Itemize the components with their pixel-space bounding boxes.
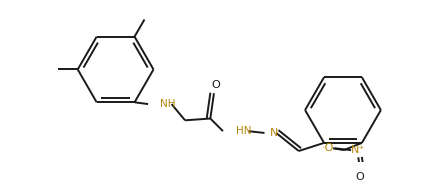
Text: ·O: ·O xyxy=(321,143,333,153)
Text: N: N xyxy=(269,128,278,138)
Text: N⁺: N⁺ xyxy=(350,145,365,155)
Text: HN: HN xyxy=(235,126,250,136)
Text: O: O xyxy=(211,80,220,90)
Text: NH: NH xyxy=(159,99,175,109)
Text: O: O xyxy=(355,172,364,180)
